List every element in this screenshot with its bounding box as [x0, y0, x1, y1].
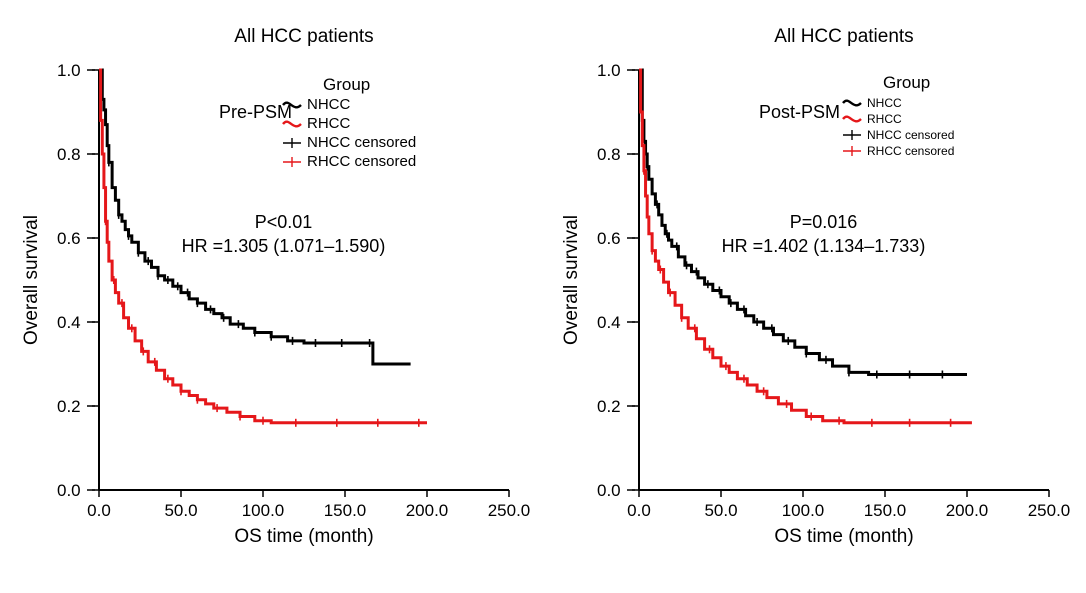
chart-bg — [13, 10, 533, 570]
km-chart-pre-psm: All HCC patients 0.0 0.2 0.4 0.6 0.8 1.0 0.0 50.… — [13, 10, 533, 570]
x-tick-label: 0.0 — [87, 501, 111, 520]
y-tick-label: 0.6 — [57, 229, 81, 248]
y-tick-label: 1.0 — [597, 61, 621, 80]
y-tick-label: 0.4 — [597, 313, 621, 332]
legend-title: Group — [323, 75, 370, 94]
legend-label-nhcc_line: NHCC — [867, 96, 902, 110]
km-chart-post-psm: All HCC patients 0.0 0.2 0.4 0.6 0.8 1.0 0.0 50.… — [553, 10, 1073, 570]
y-tick-label: 0.8 — [57, 145, 81, 164]
y-tick-label: 0.4 — [57, 313, 81, 332]
x-tick-label: 250.0 — [488, 501, 531, 520]
y-tick-label: 0.8 — [597, 145, 621, 164]
x-axis-label: OS time (month) — [234, 526, 373, 547]
x-tick-label: 50.0 — [164, 501, 197, 520]
legend-label-rhcc_cens: RHCC censored — [867, 144, 954, 158]
x-tick-label: 0.0 — [627, 501, 651, 520]
y-axis-label: Overall survival — [561, 215, 582, 345]
chart-title: All HCC patients — [234, 26, 373, 47]
legend-label-nhcc_cens: NHCC censored — [307, 134, 416, 151]
y-tick-label: 1.0 — [57, 61, 81, 80]
y-tick-label: 0.2 — [597, 397, 621, 416]
x-tick-label: 150.0 — [864, 501, 907, 520]
chart-bg — [553, 10, 1073, 570]
y-tick-label: 0.6 — [597, 229, 621, 248]
chart-title: All HCC patients — [774, 26, 913, 47]
legend-label-rhcc_line: RHCC — [307, 115, 350, 132]
y-tick-label: 0.0 — [597, 481, 621, 500]
panel-subtitle: Post-PSM — [759, 102, 840, 122]
chart-panel-post-psm: All HCC patients 0.0 0.2 0.4 0.6 0.8 1.0 0.0 50.… — [553, 10, 1073, 570]
legend-label-rhcc_line: RHCC — [867, 112, 902, 126]
x-tick-label: 200.0 — [406, 501, 449, 520]
x-axis-label: OS time (month) — [774, 526, 913, 547]
chart-panel-pre-psm: All HCC patients 0.0 0.2 0.4 0.6 0.8 1.0 0.0 50.… — [13, 10, 533, 570]
panel-subtitle: Pre-PSM — [219, 102, 292, 122]
hr-text: HR =1.402 (1.134–1.733) — [722, 236, 926, 256]
x-tick-label: 100.0 — [242, 501, 285, 520]
x-tick-label: 250.0 — [1028, 501, 1071, 520]
charts-row: All HCC patients 0.0 0.2 0.4 0.6 0.8 1.0 0.0 50.… — [13, 10, 1073, 570]
y-tick-label: 0.2 — [57, 397, 81, 416]
legend-label-nhcc_cens: NHCC censored — [867, 128, 954, 142]
legend-label-rhcc_cens: RHCC censored — [307, 153, 416, 170]
p-value-text: P<0.01 — [255, 212, 313, 232]
legend-label-nhcc_line: NHCC — [307, 96, 350, 113]
x-tick-label: 100.0 — [782, 501, 825, 520]
p-value-text: P=0.016 — [790, 212, 858, 232]
y-axis-label: Overall survival — [21, 215, 42, 345]
hr-text: HR =1.305 (1.071–1.590) — [182, 236, 386, 256]
legend-title: Group — [883, 73, 930, 92]
x-tick-label: 200.0 — [946, 501, 989, 520]
y-tick-label: 0.0 — [57, 481, 81, 500]
x-tick-label: 150.0 — [324, 501, 367, 520]
x-tick-label: 50.0 — [704, 501, 737, 520]
